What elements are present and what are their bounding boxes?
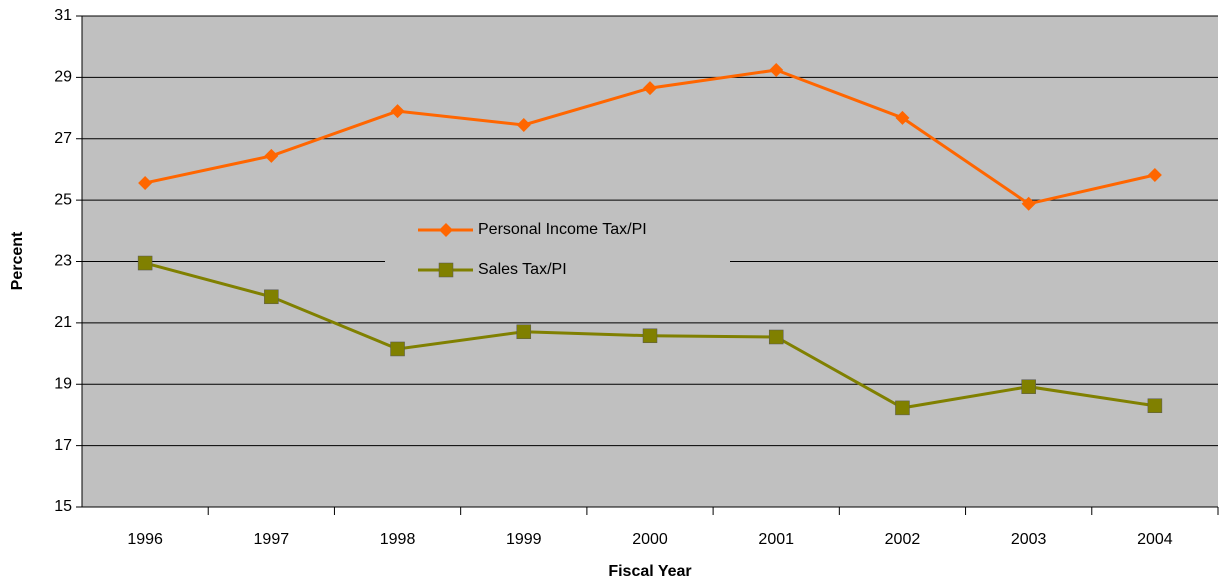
y-tick-label: 31 xyxy=(54,7,72,24)
marker xyxy=(1021,379,1036,394)
x-tick-label: 1997 xyxy=(254,531,290,548)
marker xyxy=(642,328,658,344)
marker xyxy=(137,255,153,271)
marker xyxy=(895,110,910,125)
marker xyxy=(516,117,531,132)
x-tick-label: 1998 xyxy=(380,531,416,548)
marker xyxy=(643,81,657,96)
legend-marker xyxy=(438,262,454,278)
x-tick-label: 2004 xyxy=(1137,531,1173,548)
marker xyxy=(1147,398,1163,413)
x-tick-label: 2001 xyxy=(758,531,794,548)
x-tick-label: 2000 xyxy=(632,531,668,548)
marker xyxy=(1021,196,1036,211)
y-tick-label: 17 xyxy=(54,437,72,454)
marker xyxy=(264,289,279,305)
marker xyxy=(390,341,405,357)
x-axis-title: Fiscal Year xyxy=(608,563,691,580)
x-tick-label: 2003 xyxy=(1011,531,1047,548)
series xyxy=(138,63,1162,211)
y-tick-label: 15 xyxy=(54,498,72,515)
marker xyxy=(895,400,910,416)
marker xyxy=(390,104,405,119)
marker xyxy=(768,329,784,345)
marker xyxy=(138,175,153,190)
marker xyxy=(264,148,279,163)
y-tick-label: 27 xyxy=(54,130,72,147)
x-tick-label: 1996 xyxy=(127,531,163,548)
y-axis-title: Percent xyxy=(9,231,26,290)
x-tick-label: 1999 xyxy=(506,531,542,548)
marker xyxy=(516,324,532,340)
y-tick-label: 21 xyxy=(54,314,72,331)
y-tick-label: 29 xyxy=(54,69,72,86)
series xyxy=(137,255,1163,416)
y-tick-label: 19 xyxy=(54,375,72,392)
legend-marker xyxy=(439,223,453,237)
legend-label: Personal Income Tax/PI xyxy=(478,221,647,238)
marker xyxy=(769,63,784,78)
y-tick-label: 25 xyxy=(54,191,72,208)
x-tick-label: 2002 xyxy=(885,531,921,548)
legend-label: Sales Tax/PI xyxy=(478,261,567,278)
marker xyxy=(1147,167,1162,182)
y-tick-label: 23 xyxy=(54,253,72,270)
legend-box xyxy=(385,208,730,292)
